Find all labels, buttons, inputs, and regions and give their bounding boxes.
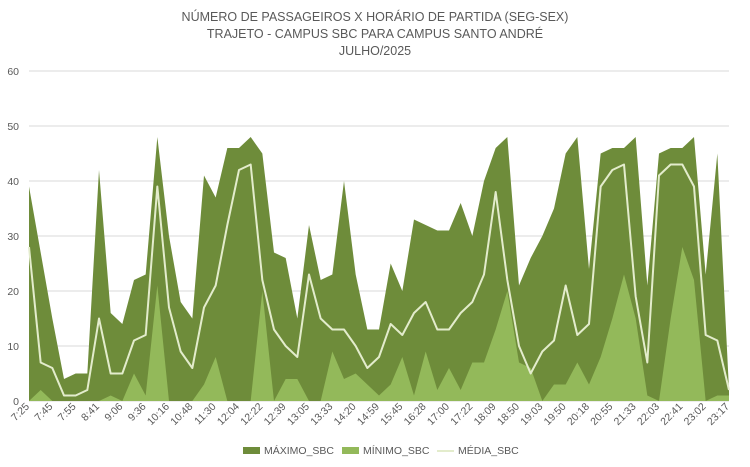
legend-label-max: MÁXIMO_SBC	[264, 444, 334, 457]
y-tick-label: 50	[7, 121, 19, 133]
y-axis-ticks: 0 10 20 30 40 50 60	[7, 66, 19, 408]
x-tick-label: 17:00	[425, 401, 452, 428]
x-tick-label: 15:45	[378, 401, 405, 428]
x-tick-label: 14:59	[355, 401, 382, 428]
x-tick-label: 22:03	[635, 401, 662, 428]
x-tick-label: 16:28	[402, 401, 429, 428]
y-tick-label: 20	[7, 286, 19, 298]
x-tick-label: 10:48	[168, 401, 195, 428]
x-tick-label: 13:05	[285, 401, 312, 428]
x-tick-label: 21:33	[612, 401, 639, 428]
series-layer	[28, 137, 730, 401]
x-tick-label: 18:50	[495, 401, 522, 428]
x-tick-label: 7:45	[32, 401, 55, 424]
legend-swatch-max	[243, 447, 260, 454]
series-max-area	[29, 137, 729, 401]
x-tick-label: 18:09	[472, 401, 499, 428]
chart-subtitle: TRAJETO - CAMPUS SBC PARA CAMPUS SANTO A…	[207, 26, 543, 41]
x-tick-label: 12:22	[238, 401, 265, 428]
x-tick-label: 14:20	[332, 401, 359, 428]
y-tick-label: 40	[7, 176, 19, 188]
x-tick-label: 9:06	[102, 401, 125, 424]
x-tick-label: 7:55	[56, 401, 79, 424]
x-tick-label: 13:33	[308, 401, 335, 428]
legend: MÁXIMO_SBC MÍNIMO_SBC MÉDIA_SBC	[243, 444, 519, 457]
x-tick-label: 12:39	[262, 401, 289, 428]
x-tick-label: 22:41	[658, 401, 685, 428]
legend-swatch-min	[342, 447, 359, 454]
y-tick-label: 0	[13, 396, 19, 408]
x-tick-label: 11:30	[192, 401, 219, 428]
x-axis-ticks: 7:25 7:45 7:55 8:41 9:06 9:3610:1610:4811:301…	[9, 401, 732, 428]
chart-period: JULHO/2025	[339, 44, 411, 58]
legend-label-min: MÍNIMO_SBC	[363, 444, 430, 457]
x-tick-label: 20:18	[565, 401, 592, 428]
chart-title: NÚMERO DE PASSAGEIROS X HORÁRIO DE PARTI…	[182, 9, 569, 24]
x-tick-label: 20:55	[588, 401, 615, 428]
series-mean-line	[28, 163, 730, 397]
x-tick-label: 10:16	[145, 401, 172, 428]
y-tick-label: 60	[7, 66, 19, 78]
x-tick-label: 23:17	[705, 401, 732, 428]
y-tick-label: 30	[7, 231, 19, 243]
x-tick-label: 23:02	[682, 401, 709, 428]
legend-label-mean: MÉDIA_SBC	[458, 444, 519, 457]
x-tick-label: 19:03	[518, 401, 545, 428]
y-tick-label: 10	[7, 341, 19, 353]
x-tick-label: 8:41	[79, 401, 102, 424]
x-tick-label: 17:22	[448, 401, 475, 428]
x-tick-label: 19:50	[542, 401, 569, 428]
x-tick-label: 12:04	[215, 401, 242, 428]
